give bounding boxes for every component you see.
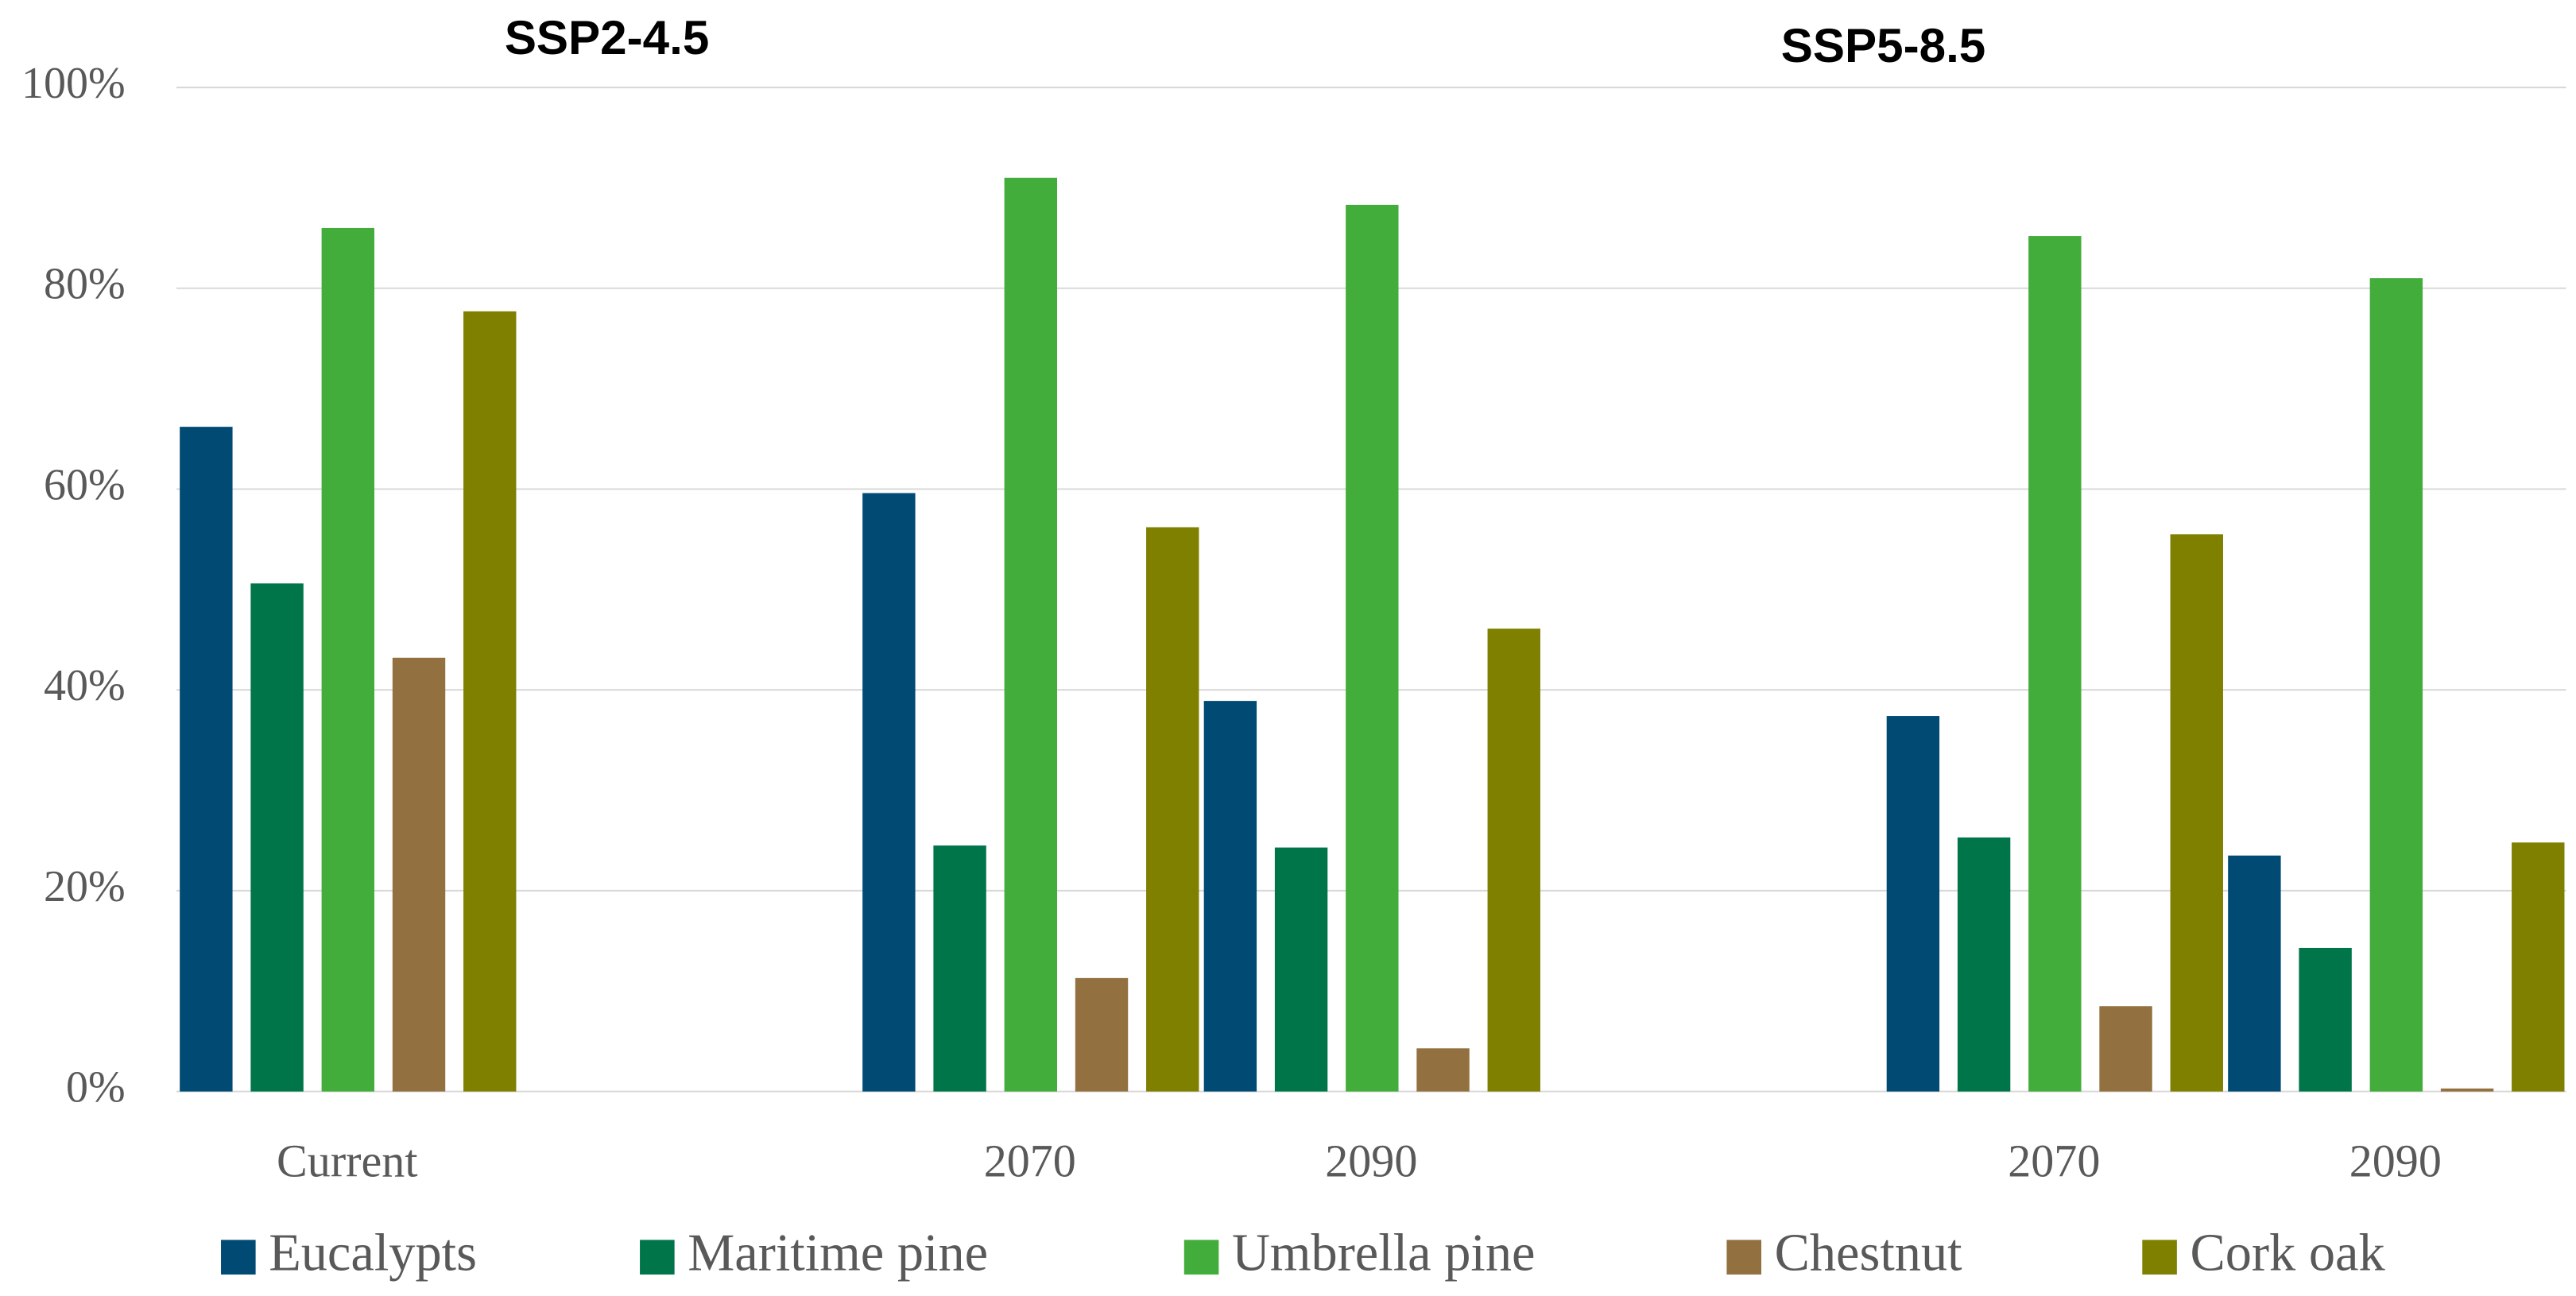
bar (1346, 204, 1399, 1092)
legend-swatch (1183, 1240, 1219, 1275)
bar (1203, 701, 1257, 1092)
bar (1957, 837, 2011, 1092)
legend-label: Maritime pine (688, 1224, 988, 1282)
bar (321, 227, 375, 1092)
bar (1487, 629, 1540, 1092)
legend-swatch (640, 1240, 675, 1275)
legend-swatch (221, 1240, 256, 1275)
legend-label: Cork oak (2190, 1224, 2385, 1282)
bar (933, 845, 986, 1092)
bar (2299, 947, 2352, 1092)
x-tick-label: 2090 (1325, 1135, 1417, 1186)
bar (2170, 534, 2223, 1092)
bar (2028, 236, 2082, 1092)
bar (2099, 1006, 2152, 1092)
bar (180, 427, 233, 1092)
x-tick-label: Current (277, 1135, 417, 1186)
y-tick-label: 0% (66, 1063, 126, 1112)
bar (2369, 278, 2423, 1092)
bar (250, 583, 304, 1092)
y-tick-label: 20% (44, 862, 126, 911)
bar (1886, 716, 1940, 1092)
bar (1274, 847, 1328, 1092)
legend-label: Umbrella pine (1232, 1224, 1536, 1282)
bar (862, 493, 916, 1092)
bar (2228, 855, 2281, 1092)
y-tick-label: 60% (44, 460, 126, 509)
bar (463, 311, 517, 1092)
bar (2440, 1088, 2494, 1092)
bar (1004, 177, 1058, 1092)
bar (1416, 1048, 1470, 1092)
legend-swatch (2142, 1240, 2177, 1275)
bar (1146, 527, 1199, 1092)
legend-label: Eucalypts (269, 1224, 477, 1282)
x-tick-label: 2070 (2008, 1135, 2100, 1186)
y-tick-label: 100% (21, 59, 126, 108)
y-tick-label: 40% (44, 661, 126, 710)
y-tick-label: 80% (44, 260, 126, 309)
x-tick-label: 2070 (984, 1135, 1076, 1186)
legend-swatch (1726, 1240, 1761, 1275)
bar (392, 657, 446, 1092)
annotation: SSP2-4.5 (505, 11, 709, 64)
annotation: SSP5-8.5 (1781, 19, 1986, 72)
legend-label: Chestnut (1775, 1224, 1963, 1282)
x-tick-label: 2090 (2349, 1135, 2442, 1186)
bar (2512, 842, 2565, 1092)
bar (1075, 977, 1129, 1092)
